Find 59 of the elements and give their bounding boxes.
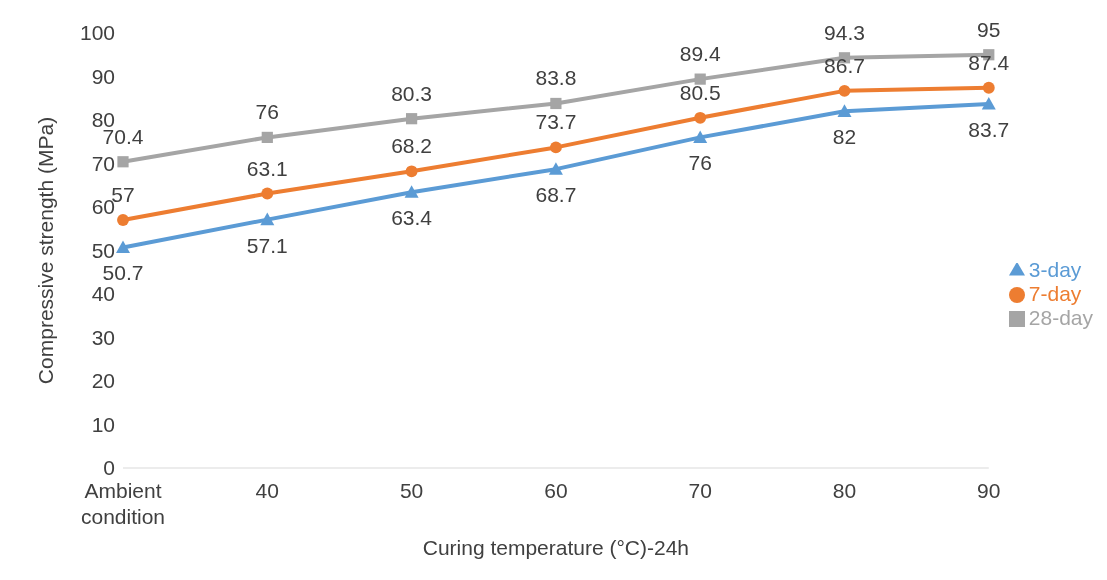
data-label: 80.5 xyxy=(679,80,721,104)
x-axis-title: Curing temperature (°C)-24h xyxy=(422,536,690,559)
point xyxy=(549,141,562,154)
data-label: 89.4 xyxy=(679,42,721,66)
x-tick-label: 90 xyxy=(977,479,1001,502)
data-label: 63.4 xyxy=(391,206,433,230)
point xyxy=(261,187,274,200)
point xyxy=(693,130,708,143)
x-tick-label: 40 xyxy=(255,479,279,502)
data-label: 68.7 xyxy=(535,183,577,207)
x-tick-label: 80 xyxy=(832,479,857,502)
y-tick-label: 90 xyxy=(91,64,115,88)
legend-label: 7-day xyxy=(1028,282,1082,305)
data-label: 94.3 xyxy=(824,20,865,44)
legend-label: 3-day xyxy=(1028,258,1082,281)
point xyxy=(116,240,130,254)
y-tick-label: 20 xyxy=(91,369,115,393)
point xyxy=(981,96,996,110)
x-tick-label: Ambient condition xyxy=(80,479,166,528)
data-label: 76 xyxy=(688,151,712,175)
y-tick-label: 0 xyxy=(103,456,115,480)
data-label: 86.7 xyxy=(824,53,865,77)
data-label: 82 xyxy=(832,125,857,149)
point xyxy=(982,81,995,94)
point xyxy=(405,165,418,178)
point xyxy=(694,73,706,85)
point xyxy=(405,113,418,125)
x-tick-label: 70 xyxy=(688,479,712,502)
y-tick-label: 50 xyxy=(91,238,115,262)
data-label: 83.7 xyxy=(968,117,1010,141)
y-tick-label: 100 xyxy=(79,21,115,45)
point xyxy=(261,131,273,143)
data-label: 50.7 xyxy=(102,261,144,285)
point xyxy=(550,97,562,110)
x-tick-label: 50 xyxy=(399,479,424,502)
x-tick-label: 60 xyxy=(544,479,568,502)
data-label: 68.2 xyxy=(391,134,433,158)
data-label: 83.8 xyxy=(535,66,577,90)
point xyxy=(404,185,419,198)
data-label: 95 xyxy=(977,17,1001,41)
y-axis-title: Compressive strength (MPa) xyxy=(33,116,57,385)
y-tick-label: 70 xyxy=(91,151,115,175)
y-tick-label: 30 xyxy=(91,325,115,349)
data-label: 76 xyxy=(255,100,279,124)
point xyxy=(694,111,707,124)
point xyxy=(548,162,563,175)
data-label: 57.1 xyxy=(246,233,288,257)
point xyxy=(837,104,852,117)
data-label: 87.4 xyxy=(968,50,1010,74)
y-tick-label: 10 xyxy=(91,412,115,436)
point xyxy=(117,214,129,226)
y-tick-label: 40 xyxy=(91,282,115,306)
data-label: 73.7 xyxy=(535,110,577,134)
point xyxy=(260,212,275,226)
data-label: 80.3 xyxy=(391,81,433,105)
point xyxy=(838,84,851,97)
legend-label: 28-day xyxy=(1028,306,1093,329)
point xyxy=(117,156,129,168)
data-label: 63.1 xyxy=(246,156,288,180)
